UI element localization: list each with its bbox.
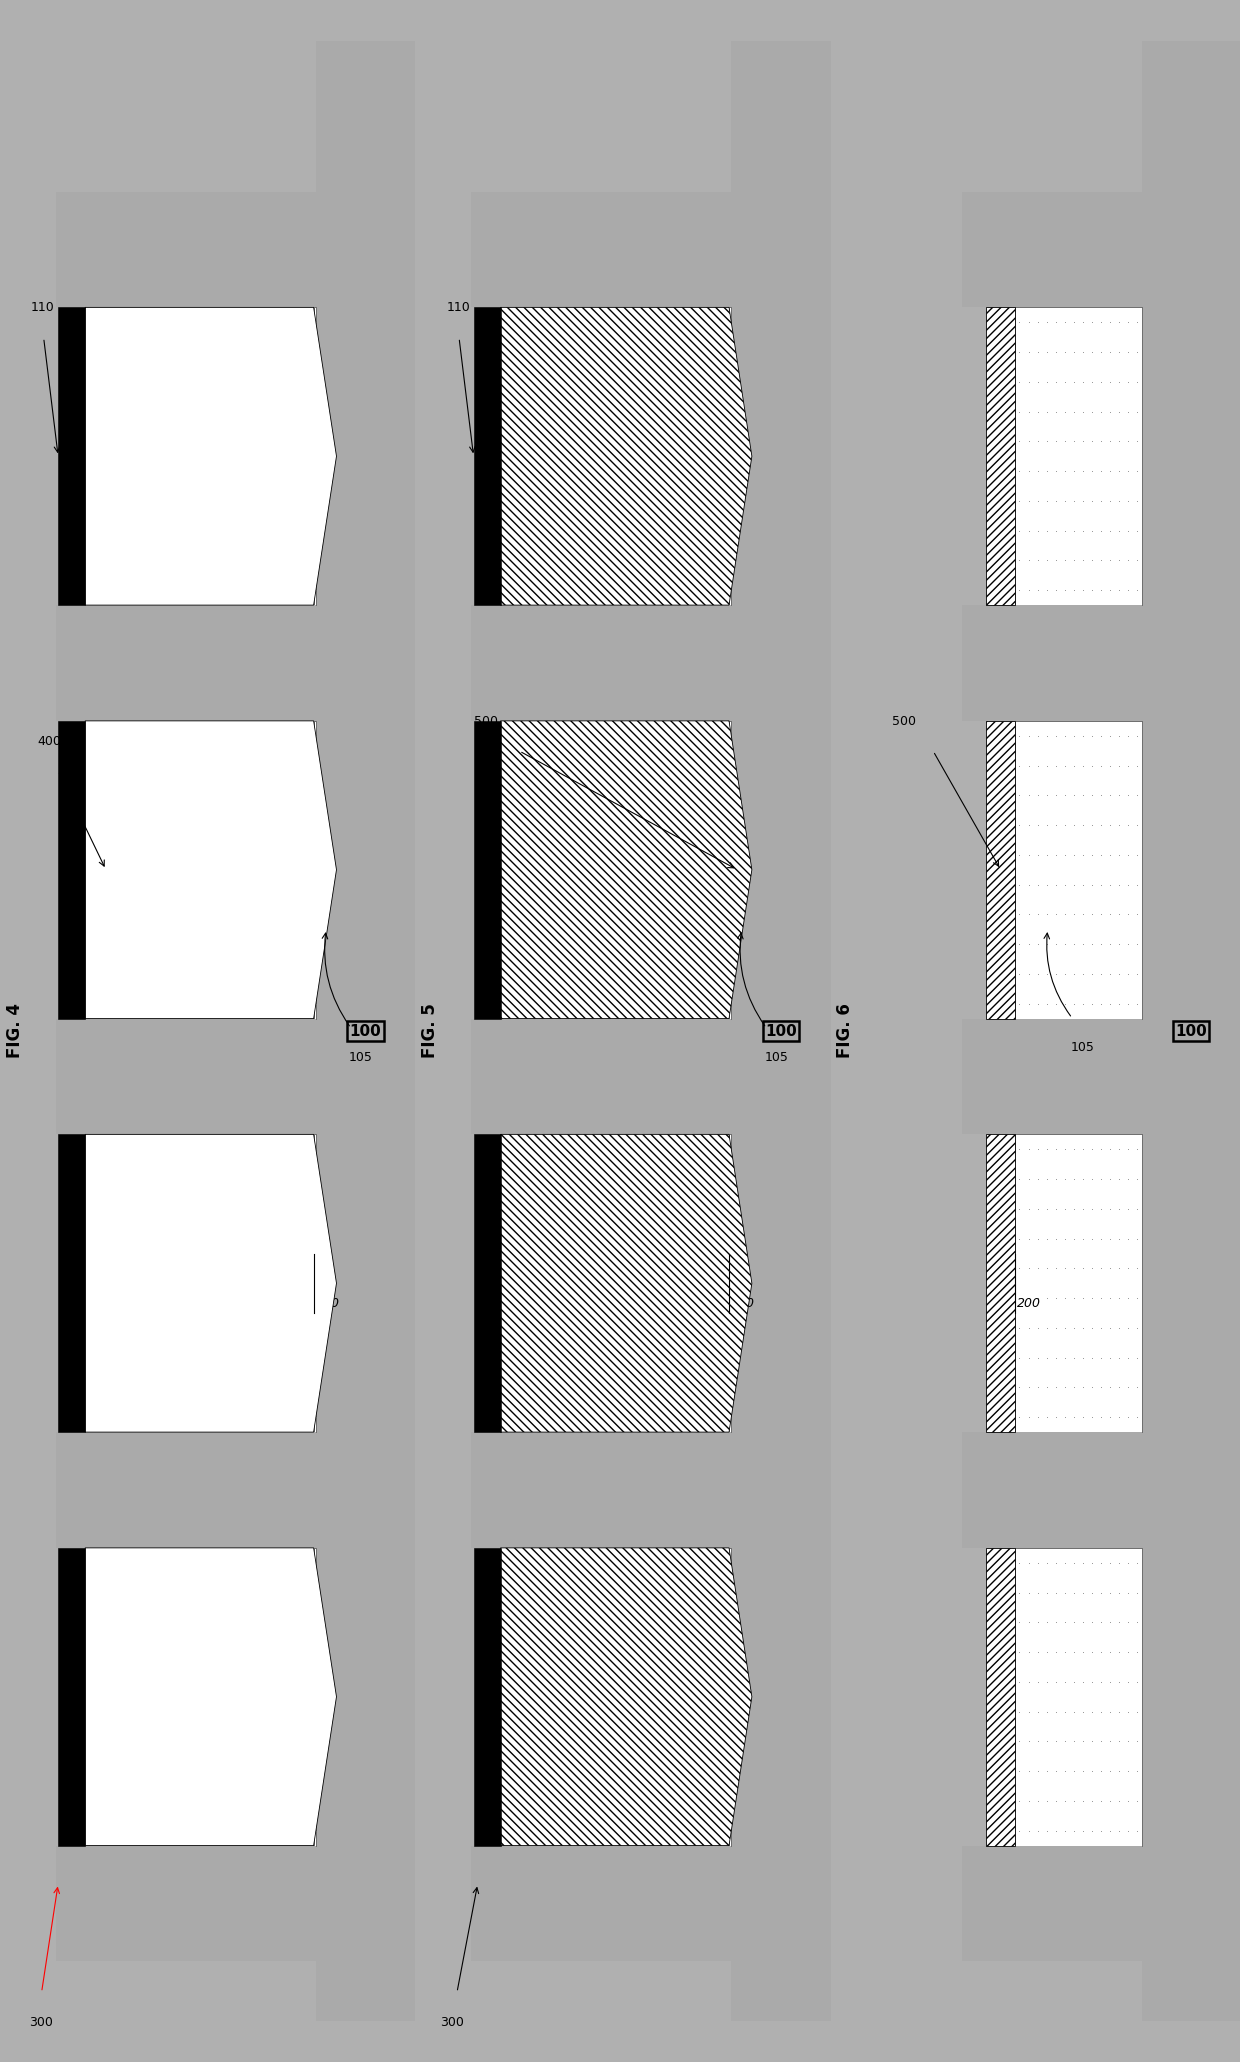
Text: 100: 100 — [350, 1023, 382, 1039]
Text: 300: 300 — [29, 2017, 53, 2029]
Text: FIG. 5: FIG. 5 — [420, 1004, 439, 1058]
Bar — [1014, 307, 1142, 604]
Bar — [1014, 1134, 1142, 1433]
Bar — [56, 192, 316, 307]
Bar — [729, 1134, 732, 1433]
Text: 110: 110 — [446, 301, 470, 313]
Polygon shape — [86, 1134, 336, 1433]
Text: 105: 105 — [348, 1052, 373, 1064]
Bar — [58, 722, 86, 1019]
Text: 500: 500 — [474, 716, 497, 728]
Polygon shape — [86, 307, 336, 604]
Bar — [314, 1134, 316, 1433]
Bar — [474, 722, 501, 1019]
Text: 105: 105 — [764, 1052, 789, 1064]
Bar — [729, 1549, 732, 1845]
Bar — [58, 1549, 86, 1845]
Bar — [56, 1845, 316, 1961]
Text: 400: 400 — [37, 734, 61, 749]
Bar — [314, 1549, 316, 1845]
Bar — [56, 1019, 316, 1134]
Bar — [56, 1433, 316, 1549]
Bar — [471, 1019, 732, 1134]
Bar — [986, 722, 1014, 1019]
Bar — [474, 307, 501, 604]
Text: 500: 500 — [893, 716, 916, 728]
Bar — [986, 1134, 1014, 1433]
Polygon shape — [501, 722, 751, 1019]
Text: 300: 300 — [440, 2017, 464, 2029]
Bar — [962, 192, 1142, 307]
Polygon shape — [501, 1549, 751, 1845]
Bar — [471, 604, 732, 722]
Bar — [471, 1845, 732, 1961]
Bar — [962, 1019, 1142, 1134]
Bar — [56, 604, 316, 722]
Polygon shape — [86, 1549, 336, 1845]
Text: 200: 200 — [316, 1297, 340, 1309]
Text: 110: 110 — [31, 301, 55, 313]
Bar — [1142, 41, 1240, 2021]
Bar — [729, 307, 732, 604]
Text: 200: 200 — [732, 1297, 755, 1309]
Bar — [314, 307, 316, 604]
Text: FIG. 6: FIG. 6 — [836, 1004, 854, 1058]
Polygon shape — [501, 307, 751, 604]
Bar — [1014, 722, 1142, 1019]
Bar — [58, 1134, 86, 1433]
Bar — [314, 722, 316, 1019]
Bar — [962, 1433, 1142, 1549]
Text: 100: 100 — [1176, 1023, 1207, 1039]
Bar — [729, 722, 732, 1019]
Polygon shape — [86, 722, 336, 1019]
Bar — [474, 1549, 501, 1845]
Bar — [474, 1134, 501, 1433]
Text: 105: 105 — [1070, 1041, 1094, 1054]
Bar — [471, 1433, 732, 1549]
Bar — [316, 41, 415, 2021]
Bar — [58, 307, 86, 604]
Bar — [471, 192, 732, 307]
Bar — [962, 1845, 1142, 1961]
Bar — [1014, 1549, 1142, 1845]
Bar — [986, 1549, 1014, 1845]
Bar — [962, 604, 1142, 722]
Bar — [732, 41, 831, 2021]
Text: 100: 100 — [765, 1023, 797, 1039]
Text: FIG. 4: FIG. 4 — [5, 1004, 24, 1058]
Polygon shape — [501, 1134, 751, 1433]
Text: 200: 200 — [1017, 1297, 1042, 1309]
Bar — [986, 307, 1014, 604]
